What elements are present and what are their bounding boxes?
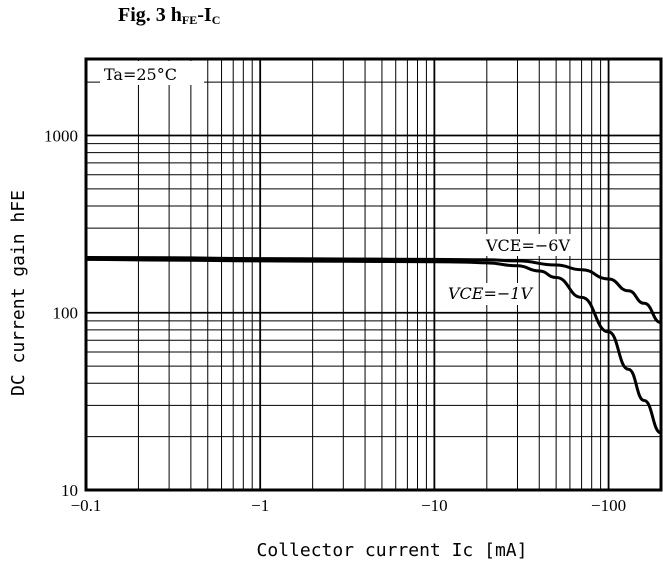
series-label-bg-6v — [484, 234, 580, 256]
ambient-temp-label: Ta=25°C — [104, 65, 177, 84]
title-dash: -I — [197, 4, 212, 26]
plot-frame — [84, 57, 663, 492]
curves — [85, 256, 662, 435]
title-prefix: Fig. 3 h — [118, 4, 182, 26]
x-axis-title: Collector current Ic [mA] — [257, 540, 528, 561]
title-subscript-c: C — [211, 13, 221, 27]
curve-vce-1v — [85, 257, 662, 435]
title-subscript-fe: FE — [181, 13, 198, 27]
y-axis-title: DC current gain hFE — [8, 190, 29, 396]
series-label-vce-1v: VCE=−1V — [448, 284, 533, 303]
x-tick-label: −0.1 — [71, 496, 102, 515]
x-tick-label: −10 — [421, 496, 448, 515]
x-tick-label: −100 — [591, 496, 626, 515]
grid-lines — [86, 59, 661, 490]
condition-box-frame — [100, 61, 204, 85]
tick-labels: −0.1 −1 −10 −100 10 100 1000 — [44, 126, 626, 515]
series-label-vce-6v: VCE=−6V — [485, 236, 570, 255]
figure-title: Fig. 3 hFE-IC — [118, 4, 220, 28]
y-tick-label: 1000 — [44, 126, 78, 145]
y-tick-label: 10 — [61, 481, 78, 500]
y-tick-label: 100 — [53, 304, 79, 323]
series-label-bg-1v — [446, 283, 536, 305]
condition-box: Ta=25°C — [100, 61, 204, 85]
x-tick-label: −1 — [251, 496, 269, 515]
series-labels: VCE=−6V VCE=−1V — [446, 234, 580, 305]
curve-vce-6v — [85, 256, 662, 325]
